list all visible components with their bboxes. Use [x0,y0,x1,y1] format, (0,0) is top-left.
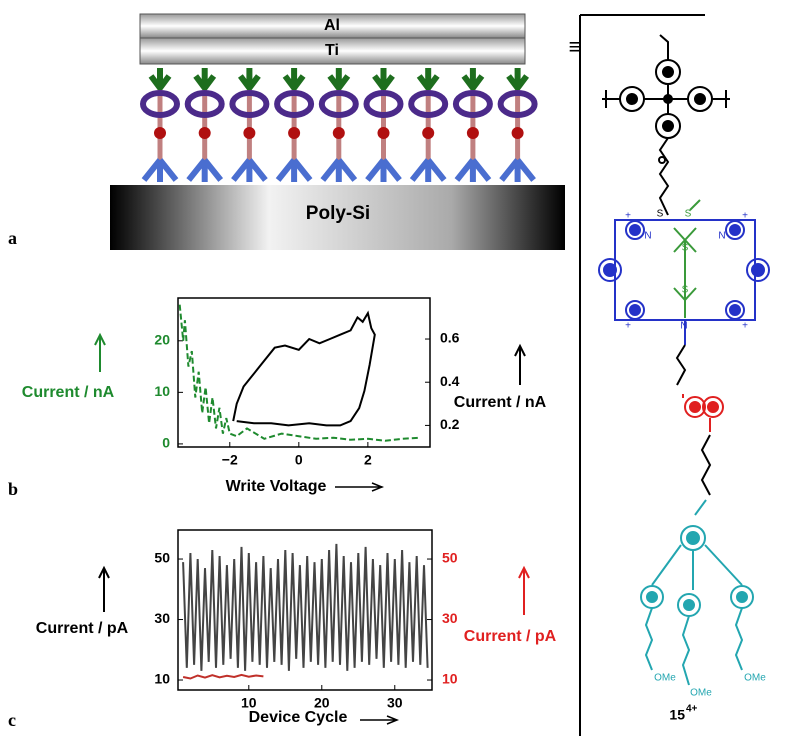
x-tick-label: 2 [364,452,372,468]
x-axis-label: Write Voltage [226,478,327,495]
atom-label: N [680,321,687,332]
stopper [464,68,482,88]
y2-axis-label: Current / pA [464,628,557,645]
y-axis-label: Current / nA [22,384,115,401]
stopper [151,68,169,88]
stopper [240,68,258,88]
atom-label: OMe [744,673,766,684]
anchor [189,160,221,182]
station [378,127,390,139]
panel-label: c [8,710,16,730]
x-tick-label: 20 [314,695,330,711]
station [467,127,479,139]
panel-label: b [8,479,18,499]
atom-label: + [625,211,631,222]
y2-tick-label: 0.6 [440,330,460,346]
x-axis-label: Device Cycle [249,709,348,726]
y2-axis-label: Current / nA [454,394,547,411]
series-line [233,313,375,425]
molecule-charge: 4+ [686,704,698,715]
stopper [196,68,214,88]
station [333,127,345,139]
stopper [509,68,527,88]
station [154,127,166,139]
equiv: ≡ [569,34,582,59]
anchor [144,160,176,182]
atom-label: S [657,209,664,220]
anchor [457,160,489,182]
arrow [515,346,525,385]
y2-tick-label: 0.4 [440,373,460,389]
atom-label: + [742,321,748,332]
page: Al Ti Poly-Si a b c ≡ [0,0,797,736]
molecule-name: 15 [669,707,685,723]
x-tick-label: −2 [222,452,238,468]
atom-label: + [742,211,748,222]
station [288,127,300,139]
x-tick-label: 30 [387,695,403,711]
y2-tick-label: 0.2 [440,416,460,432]
y-tick-label: 30 [154,610,170,626]
arrow [335,483,382,491]
anchor [278,160,310,182]
y-tick-label: 0 [162,435,170,451]
stopper [375,68,393,88]
station [512,127,524,139]
anchor [412,160,444,182]
y-tick-label: 10 [154,383,170,399]
anchor [368,160,400,182]
series-line [180,305,420,441]
y-tick-label: 20 [154,331,170,347]
station [243,127,255,139]
molecule-array [143,68,535,182]
stopper [419,68,437,88]
y2-tick-label: 30 [442,610,458,626]
series-line [183,675,263,679]
stopper [285,68,303,88]
y2-tick-label: 10 [442,671,458,687]
atom-label: S [682,285,689,296]
atom-label: OMe [654,673,676,684]
stopper [330,68,348,88]
x-tick-label: 0 [295,452,303,468]
atom-label: + [625,321,631,332]
atom-label: N [718,231,725,242]
anchor [502,160,534,182]
molecule [599,35,769,685]
arrow [519,568,529,615]
arrow [99,568,109,612]
atom-label: S [685,209,692,220]
atom-label: N [644,231,651,242]
layer-label: Al [324,17,340,34]
y-tick-label: 50 [154,550,170,566]
atom-label: OMe [690,688,712,699]
series-line [183,544,428,671]
station [422,127,434,139]
figure: Al Ti Poly-Si a b c ≡ [0,0,797,736]
anchor [233,160,265,182]
layer-label: Ti [325,42,339,59]
layer-label: Poly-Si [306,203,370,224]
y2-tick-label: 50 [442,550,458,566]
anchor [323,160,355,182]
y-axis-label: Current / pA [36,620,129,637]
atom-label: S [682,243,689,254]
panel-label: a [8,228,17,248]
arrow [95,335,105,372]
arrow [360,716,397,724]
y-tick-label: 10 [154,671,170,687]
station [199,127,211,139]
x-tick-label: 10 [241,695,257,711]
